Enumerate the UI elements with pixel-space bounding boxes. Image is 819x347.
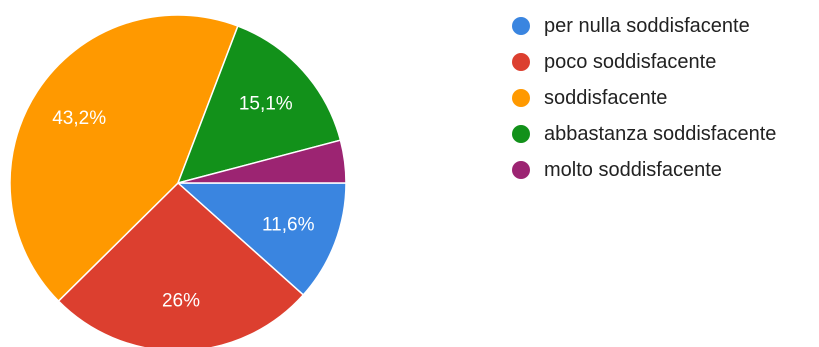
- legend-swatch: [512, 53, 530, 71]
- pie-slice-molto-soddisfacente: [177, 139, 347, 184]
- legend-label: soddisfacente: [544, 86, 668, 109]
- legend-swatch: [512, 161, 530, 179]
- pie-slice-label: 11,6%: [262, 215, 315, 236]
- pie-slice-per-nulla-soddisfacente: [176, 182, 347, 296]
- legend-label: per nulla soddisfacente: [544, 14, 750, 37]
- pie-slices: [9, 14, 347, 347]
- legend-swatch: [512, 125, 530, 143]
- pie-slice-label: 15,1%: [239, 94, 293, 115]
- chart-legend: per nulla soddisfacente poco soddisfacen…: [512, 8, 776, 188]
- pie-slice-soddisfacente: [9, 14, 239, 303]
- pie-slice-label: 43,2%: [52, 108, 106, 129]
- pie-slice-abbastanza-soddisfacente: [176, 25, 342, 185]
- legend-swatch: [512, 17, 530, 35]
- legend-item-poco-soddisfacente: poco soddisfacente: [512, 44, 776, 80]
- legend-item-abbastanza-soddisfacente: abbastanza soddisfacente: [512, 116, 776, 152]
- legend-item-soddisfacente: soddisfacente: [512, 80, 776, 116]
- legend-label: molto soddisfacente: [544, 158, 722, 181]
- legend-swatch: [512, 89, 530, 107]
- pie-slice-poco-soddisfacente: [57, 181, 305, 347]
- legend-label: abbastanza soddisfacente: [544, 122, 777, 145]
- legend-label: poco soddisfacente: [544, 50, 717, 73]
- legend-item-per-nulla-soddisfacente: per nulla soddisfacente: [512, 8, 776, 44]
- pie-slice-label: 26%: [162, 290, 200, 311]
- legend-item-molto-soddisfacente: molto soddisfacente: [512, 152, 776, 188]
- pie-slice-labels: 11,6% 26% 43,2% 15,1%: [52, 94, 314, 312]
